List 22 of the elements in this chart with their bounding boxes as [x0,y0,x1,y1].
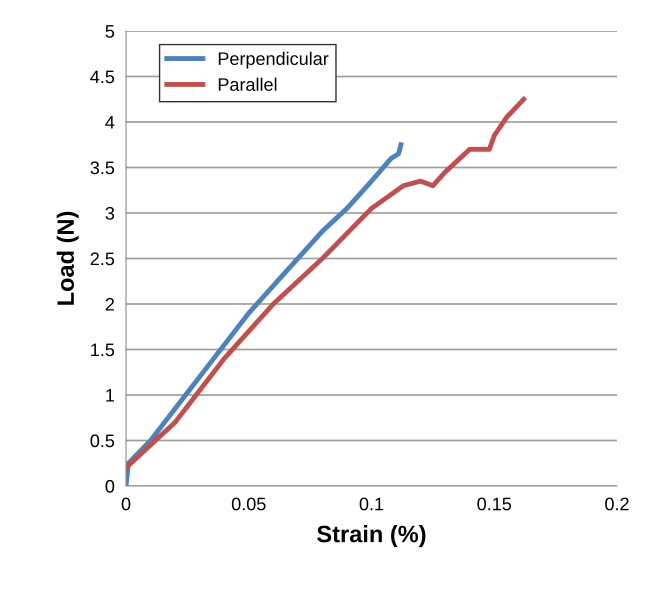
line-series [126,142,404,486]
y-axis-title: Load (N) [56,212,79,305]
y-tick-label: 5 [106,25,114,38]
x-axis-title: Strain (%) [317,525,426,548]
x-tick-label: 0.1 [360,498,384,510]
y-tick-label: 0.5 [90,434,114,448]
legend-label: Parallel [218,78,276,91]
legend-label: Perpendicular [218,52,328,69]
y-tick-label: 1.5 [91,344,114,356]
x-tick-label: 0 [122,498,130,510]
y-tick-label: 1 [106,389,114,402]
y-tick-label: 0 [106,480,114,493]
y-tick-label: 2.5 [90,252,114,266]
y-tick-label: 3 [106,206,114,220]
x-tick-label: 0.15 [477,498,512,510]
x-tick-label: 0.2 [605,498,629,510]
x-tick-label: 0.05 [232,498,266,510]
y-tick-label: 3.5 [90,161,114,174]
line-series [126,96,526,470]
y-tick-label: 2 [106,298,114,311]
y-tick-label: 4 [105,116,114,129]
y-tick-label: 4.5 [90,70,114,84]
